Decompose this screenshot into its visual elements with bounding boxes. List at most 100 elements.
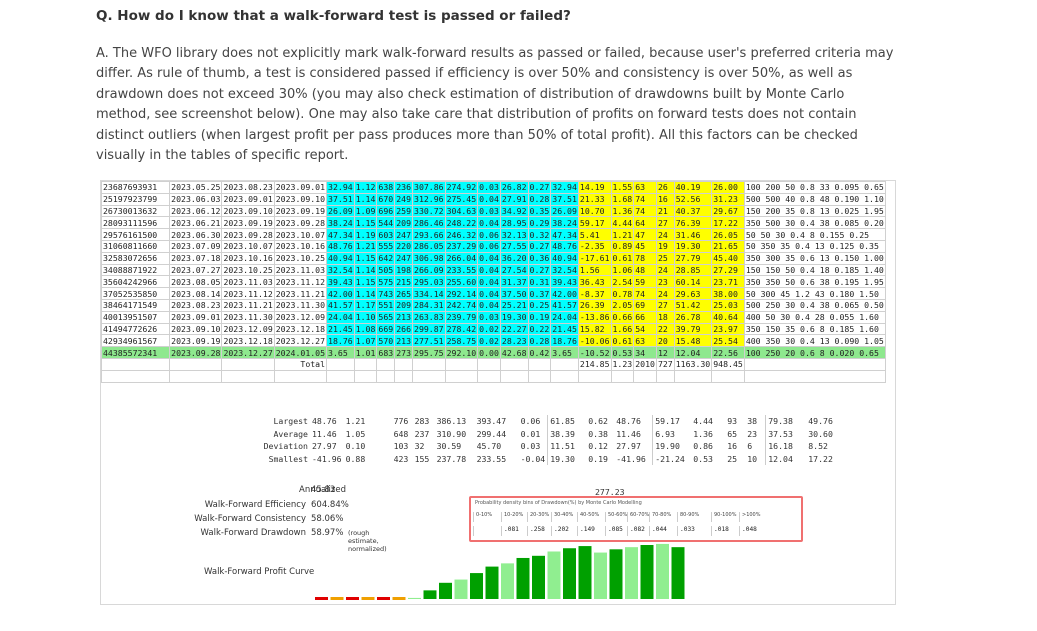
wfo-report: 23687693931 2023.05.25 2023.08.23 2023.09.0… bbox=[100, 180, 896, 605]
table-cell: 0.04 bbox=[477, 263, 501, 277]
drawdown-row: Walk-Forward Drawdown bbox=[101, 528, 306, 540]
table-cell: 41494772626 bbox=[100, 322, 171, 336]
efficiency-label: Walk-Forward Efficiency bbox=[204, 500, 306, 510]
table-cell: 350 350 50 0.6 38 0.195 1.95 bbox=[743, 275, 886, 289]
table-cell: 29.63 bbox=[673, 287, 713, 300]
profit-curve-bar bbox=[594, 552, 607, 599]
table-cell: 22.56 bbox=[711, 346, 745, 359]
table-cell: 2023.09.01 bbox=[169, 310, 223, 324]
table-cell: 0.22 bbox=[527, 322, 552, 336]
stats-value: 32 bbox=[414, 441, 425, 452]
table-cell: 2023.08.14 bbox=[169, 287, 223, 300]
stats-value: 0.03 bbox=[520, 441, 541, 452]
monte-carlo-highlight-box: Probability density bins of Drawdown(%) … bbox=[469, 496, 803, 542]
table-cell: 23 bbox=[655, 275, 675, 289]
stats-value: 48.76 bbox=[312, 416, 337, 427]
mc-bin-label: 0-10% bbox=[473, 512, 492, 522]
profit-curve-bar bbox=[454, 579, 468, 599]
table-cell: 400 50 30 0.4 28 0.055 1.60 bbox=[743, 310, 886, 324]
profit-curve-bar bbox=[470, 573, 483, 599]
mc-bin-value: .018 bbox=[711, 526, 729, 536]
total-cell: 214.85 bbox=[577, 357, 612, 371]
table-cell: 0.00 bbox=[477, 346, 501, 359]
stats-value: -41.96 bbox=[616, 454, 646, 465]
table-cell: 0.28 bbox=[527, 334, 552, 348]
profit-curve-bar bbox=[423, 590, 437, 599]
stats-value: 1.36 bbox=[693, 428, 713, 439]
table-cell: 0.04 bbox=[477, 287, 501, 300]
mc-bin-value: .202 bbox=[551, 526, 569, 536]
table-cell: 41.57 bbox=[550, 298, 579, 312]
profit-curve-bar bbox=[625, 547, 638, 599]
stats-value: 45.70 bbox=[476, 441, 502, 452]
stats-value: 19.90 bbox=[652, 440, 692, 453]
table-cell: 50 300 45 1.2 43 0.180 1.50 bbox=[743, 287, 886, 300]
table-cell: 31.37 bbox=[499, 275, 529, 289]
table-cell: 350 300 35 0.6 13 0.150 1.00 bbox=[743, 251, 886, 265]
table-cell: 266.04 bbox=[444, 251, 479, 265]
total-cell: 727 bbox=[655, 357, 675, 371]
table-cell: 2023.11.12 bbox=[221, 287, 275, 300]
stats-value: 17.22 bbox=[808, 454, 833, 465]
profit-curve-bar bbox=[485, 566, 499, 599]
table-cell: 2023.12.18 bbox=[273, 322, 328, 336]
annualized-label: Annualized bbox=[299, 485, 346, 495]
table-cell: 54 bbox=[633, 322, 657, 336]
profit-curve-bar bbox=[439, 582, 452, 599]
table-cell: 249 bbox=[394, 192, 414, 206]
stats-value: 0.12 bbox=[588, 441, 608, 452]
table-cell: 42.68 bbox=[499, 346, 529, 359]
profit-curve-bar bbox=[392, 597, 406, 600]
table-cell: 32.54 bbox=[550, 263, 579, 277]
table-row: 37052535850 2023.08.14 2023.11.12 2023.11.2… bbox=[100, 287, 886, 300]
profit-curve-bar bbox=[330, 597, 344, 600]
stats-value: 11.46 bbox=[312, 428, 337, 439]
table-cell: 32583072656 bbox=[100, 251, 171, 265]
table-cell: 265 bbox=[394, 287, 414, 300]
stats-value: 393.47 bbox=[476, 416, 507, 427]
table-cell: 38.00 bbox=[711, 287, 745, 300]
stats-value: 233.55 bbox=[476, 454, 507, 465]
stats-label: Deviation bbox=[263, 441, 308, 452]
stats-value: 0.86 bbox=[693, 441, 713, 452]
table-cell: 299.87 bbox=[412, 322, 446, 336]
table-cell: 2023.12.09 bbox=[273, 310, 328, 324]
mc-bin-value: .081 bbox=[501, 526, 519, 536]
stats-value: 11.46 bbox=[616, 428, 641, 439]
table-cell: 2023.12.09 bbox=[221, 322, 275, 336]
table-cell: 0.04 bbox=[477, 298, 501, 312]
table-cell: 40.94 bbox=[326, 251, 355, 265]
table-cell: 45.40 bbox=[711, 251, 745, 265]
mc-bin-label: 90-100% bbox=[711, 512, 736, 522]
table-cell: 295.75 bbox=[412, 346, 446, 359]
table-cell: 24 bbox=[655, 263, 675, 277]
table-cell: 66 bbox=[633, 310, 657, 324]
table-cell: 2023.10.25 bbox=[273, 251, 328, 265]
table-cell: 255.60 bbox=[444, 275, 479, 289]
total-cell: Total bbox=[273, 357, 328, 371]
stats-label: Largest bbox=[273, 416, 308, 427]
table-cell: 32.54 bbox=[326, 263, 355, 277]
table-cell: 39.43 bbox=[326, 275, 355, 289]
table-cell: 27.29 bbox=[711, 263, 745, 277]
statistics-table: Largest 48.76 1.21 776 283 386.13 393.47 0.06 61… bbox=[101, 415, 846, 466]
profit-curve-bar bbox=[656, 543, 669, 599]
table-cell: 28.85 bbox=[673, 263, 713, 277]
stats-value: 237 bbox=[414, 428, 430, 439]
answer-paragraph: A. The WFO library does not explicitly m… bbox=[96, 46, 894, 164]
stats-value: 1.05 bbox=[345, 428, 366, 439]
stats-value: -21.24 bbox=[652, 452, 692, 466]
stats-value: 0.62 bbox=[588, 416, 608, 427]
table-cell: 38464171549 bbox=[100, 298, 171, 312]
table-row: 35604242966 2023.08.05 2023.11.03 2023.11.1… bbox=[100, 275, 886, 289]
table-cell: 59 bbox=[633, 275, 657, 289]
profit-curve-bar bbox=[361, 597, 375, 600]
table-cell: 26.78 bbox=[673, 310, 713, 324]
stats-value: 11.51 bbox=[547, 440, 587, 453]
table-cell: 23.71 bbox=[711, 275, 745, 289]
table-row: 41494772626 2023.09.10 2023.12.09 2023.12.1… bbox=[100, 322, 886, 336]
profit-curve-label: Walk-Forward Profit Curve bbox=[204, 567, 315, 577]
stats-label: Smallest bbox=[268, 454, 308, 465]
table-cell: 0.78 bbox=[610, 287, 635, 300]
table-row: 28093111596 2023.06.21 2023.09.19 2023.09.2… bbox=[100, 216, 886, 230]
